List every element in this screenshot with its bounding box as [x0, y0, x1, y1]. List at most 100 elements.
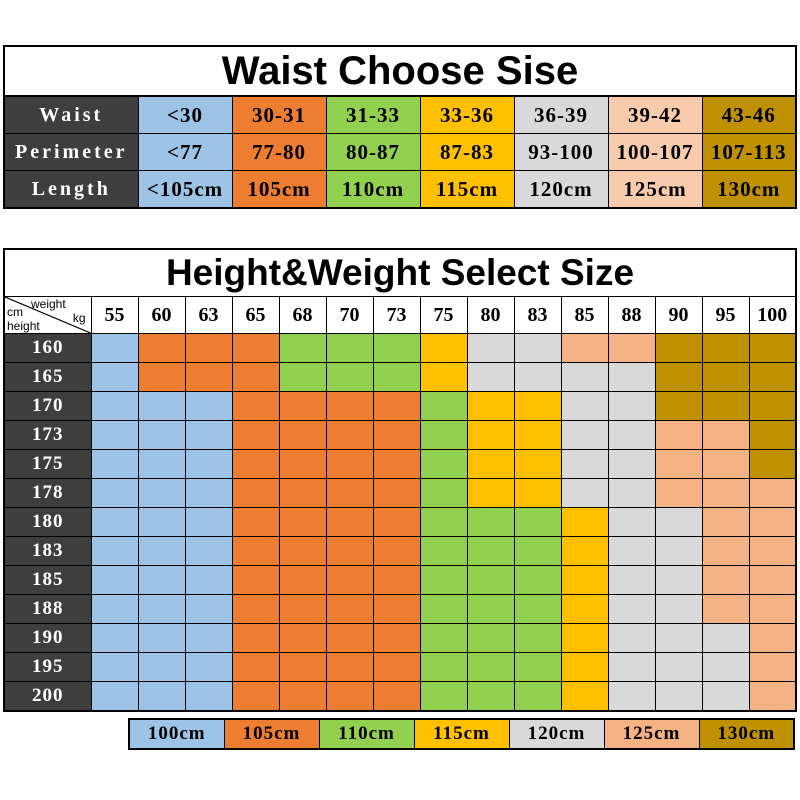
matrix-cell	[231, 681, 280, 712]
legend-item: 120cm	[508, 718, 605, 750]
matrix-cell	[325, 565, 374, 595]
matrix-cell	[748, 623, 797, 653]
matrix-cell	[184, 652, 233, 682]
matrix-cell	[278, 420, 327, 450]
matrix-cell	[325, 391, 374, 421]
matrix-cell	[325, 507, 374, 537]
matrix-cell	[748, 362, 797, 392]
matrix-cell	[231, 420, 280, 450]
corner-label-height: height	[7, 319, 40, 333]
matrix-cell	[607, 449, 656, 479]
matrix-cell	[466, 594, 515, 624]
matrix-cell	[701, 391, 750, 421]
waist-value-cell: 105cm	[231, 170, 327, 209]
matrix-cell	[419, 565, 468, 595]
matrix-cell	[607, 420, 656, 450]
matrix-cell	[372, 449, 421, 479]
matrix-cell	[372, 565, 421, 595]
matrix-cell	[278, 623, 327, 653]
weight-header-cell: 73	[372, 296, 421, 334]
weight-header-cell: 85	[560, 296, 609, 334]
matrix-cell	[419, 420, 468, 450]
matrix-cell	[137, 623, 186, 653]
matrix-cell	[513, 478, 562, 508]
matrix-cell	[372, 652, 421, 682]
matrix-cell	[701, 594, 750, 624]
legend-item: 115cm	[413, 718, 510, 750]
matrix-cell	[513, 652, 562, 682]
height-row-label: 175	[3, 449, 92, 479]
matrix-cell	[325, 594, 374, 624]
matrix-cell	[278, 391, 327, 421]
matrix-cell	[607, 652, 656, 682]
matrix-cell	[231, 652, 280, 682]
waist-value-cell: <105cm	[137, 170, 233, 209]
matrix-cell	[701, 362, 750, 392]
matrix-cell	[184, 681, 233, 712]
matrix-cell	[231, 449, 280, 479]
matrix-cell	[372, 391, 421, 421]
matrix-cell	[466, 362, 515, 392]
matrix-cell	[278, 536, 327, 566]
corner-label-cm: cm	[7, 305, 23, 319]
corner-label-kg: kg	[72, 311, 86, 325]
matrix-cell	[654, 681, 703, 712]
waist-value-cell: 107-113	[701, 133, 797, 171]
matrix-cell	[654, 536, 703, 566]
matrix-cell	[231, 565, 280, 595]
weight-header-cell: 70	[325, 296, 374, 334]
height-row-label: 173	[3, 420, 92, 450]
waist-value-cell: 110cm	[325, 170, 421, 209]
height-row-label: 188	[3, 594, 92, 624]
matrix-cell	[701, 681, 750, 712]
waist-value-cell: 125cm	[607, 170, 703, 209]
waist-size-table: Waist Choose Sise Waist <30 30-31 31-33 33-3…	[3, 45, 797, 209]
matrix-cell	[560, 391, 609, 421]
matrix-cell	[654, 333, 703, 363]
matrix-cell	[137, 362, 186, 392]
matrix-cell	[419, 536, 468, 566]
matrix-cell	[325, 362, 374, 392]
matrix-cell	[701, 478, 750, 508]
matrix-cell	[419, 623, 468, 653]
matrix-cell	[560, 594, 609, 624]
matrix-cell	[90, 449, 139, 479]
matrix-cell	[372, 681, 421, 712]
weight-header-cell: 100	[748, 296, 797, 334]
weight-header-cell: 80	[466, 296, 515, 334]
matrix-cell	[278, 681, 327, 712]
matrix-cell	[372, 420, 421, 450]
waist-value-cell: 80-87	[325, 133, 421, 171]
matrix-cell	[137, 333, 186, 363]
matrix-cell	[748, 420, 797, 450]
matrix-cell	[184, 391, 233, 421]
matrix-cell	[137, 536, 186, 566]
weight-header-cell: 83	[513, 296, 562, 334]
matrix-cell	[137, 594, 186, 624]
matrix-cell	[607, 333, 656, 363]
matrix-cell	[701, 623, 750, 653]
matrix-cell	[90, 478, 139, 508]
matrix-cell	[654, 594, 703, 624]
matrix-cell	[654, 623, 703, 653]
matrix-cell	[607, 536, 656, 566]
waist-value-cell: 31-33	[325, 95, 421, 134]
matrix-cell	[560, 536, 609, 566]
matrix-cell	[748, 449, 797, 479]
matrix-cell	[701, 652, 750, 682]
matrix-cell	[372, 333, 421, 363]
matrix-cell	[607, 594, 656, 624]
matrix-cell	[325, 623, 374, 653]
waist-value-cell: 93-100	[513, 133, 609, 171]
legend-item: 130cm	[698, 718, 795, 750]
matrix-cell	[466, 623, 515, 653]
waist-value-cell: <77	[137, 133, 233, 171]
matrix-cell	[372, 623, 421, 653]
matrix-cell	[231, 623, 280, 653]
waist-value-cell: 115cm	[419, 170, 515, 209]
matrix-cell	[184, 623, 233, 653]
weight-header-cell: 95	[701, 296, 750, 334]
matrix-cell	[184, 449, 233, 479]
matrix-cell	[560, 478, 609, 508]
matrix-cell	[278, 362, 327, 392]
